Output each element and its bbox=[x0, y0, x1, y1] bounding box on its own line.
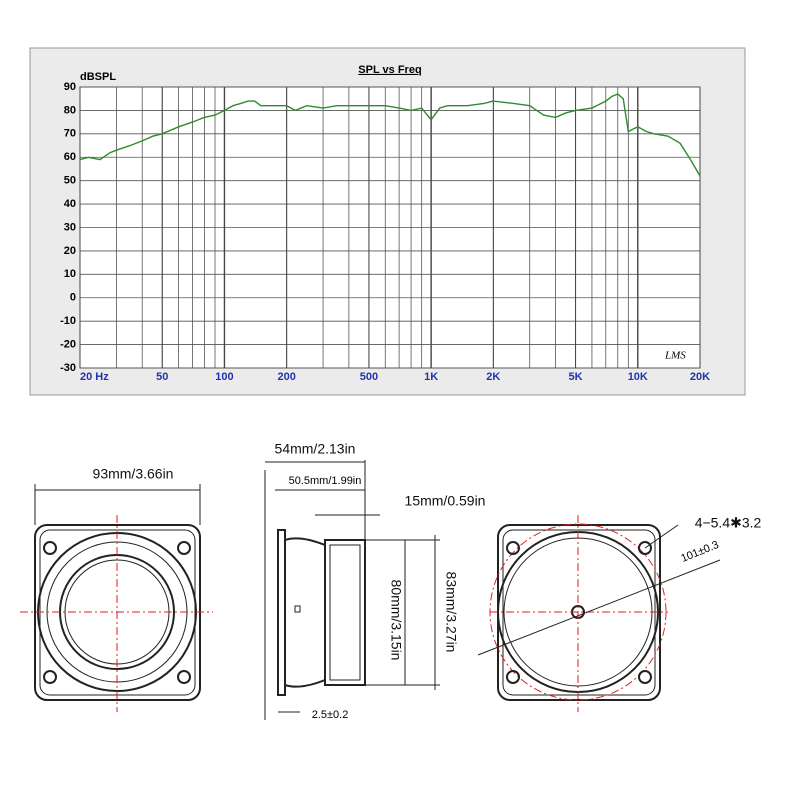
x-tick-label: 20 Hz bbox=[80, 371, 109, 383]
y-tick-label: 70 bbox=[64, 128, 76, 140]
dimension-label: 93mm/3.66in bbox=[93, 466, 174, 482]
x-tick-label: 10K bbox=[628, 371, 648, 383]
y-axis-label: dBSPL bbox=[80, 71, 116, 83]
x-tick-label: 50 bbox=[156, 371, 168, 383]
chart-title: SPL vs Freq bbox=[358, 64, 421, 76]
y-tick-label: 60 bbox=[64, 151, 76, 163]
plot: -30 -20 -10 0 10 20 30 40 50 60 70 80 90 20 Hz 50 100 20… bbox=[60, 81, 710, 383]
rear-view bbox=[477, 515, 721, 712]
dimension-label: 4−5.4✱3.2 bbox=[695, 515, 762, 531]
dimension-label: 83mm/3.27in bbox=[443, 572, 459, 653]
y-tick-label: 0 bbox=[70, 292, 76, 304]
x-tick-label: 500 bbox=[360, 371, 378, 383]
y-tick-label: 20 bbox=[64, 245, 76, 257]
dimension-label: 80mm/3.15in bbox=[388, 580, 404, 661]
x-tick-label: 100 bbox=[215, 371, 233, 383]
y-tick-label: 50 bbox=[64, 175, 76, 187]
y-tick-label: 80 bbox=[64, 104, 76, 116]
x-tick-label: 20K bbox=[690, 371, 710, 383]
line-series bbox=[79, 93, 701, 177]
y-tick-label: -30 bbox=[60, 362, 76, 374]
y-tick-label: 10 bbox=[64, 268, 76, 280]
x-tick-label: 2K bbox=[486, 371, 500, 383]
y-tick-label: 30 bbox=[64, 221, 76, 233]
y-tick-label: -10 bbox=[60, 315, 76, 327]
annotation: LMS bbox=[664, 350, 686, 362]
y-tick-label: -20 bbox=[60, 338, 76, 350]
y-tick-label: 90 bbox=[64, 81, 76, 93]
x-tick-label: 1K bbox=[424, 371, 438, 383]
dimension-label: 15mm/0.59in bbox=[405, 493, 486, 509]
y-tick-label: 40 bbox=[64, 198, 76, 210]
front-view bbox=[20, 484, 213, 712]
dimension-label: 2.5±0.2 bbox=[312, 709, 349, 721]
dimension-label: 101±0.3 bbox=[679, 539, 720, 565]
x-tick-label: 5K bbox=[569, 371, 583, 383]
dimension-label: 54mm/2.13in bbox=[275, 441, 356, 457]
x-tick-label: 200 bbox=[277, 371, 295, 383]
dimension-label: 50.5mm/1.99in bbox=[289, 475, 362, 487]
side-view bbox=[264, 460, 440, 720]
